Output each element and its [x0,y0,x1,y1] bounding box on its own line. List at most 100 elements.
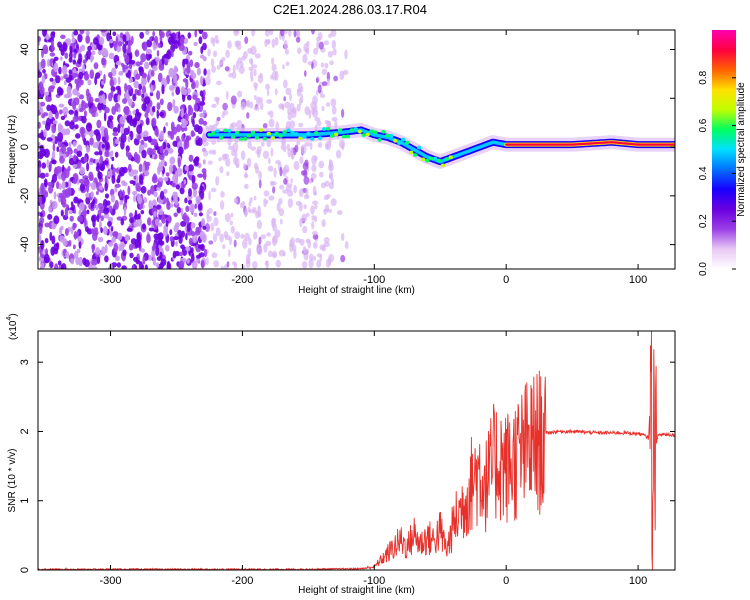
ridge-blob [448,155,453,159]
noise-blob [250,146,257,151]
noise-blob [186,136,192,141]
noise-blob [76,78,82,88]
noise-blob [287,189,294,197]
noise-blob [287,198,294,208]
snr-line [38,331,675,570]
ridge-blob [385,133,390,138]
noise-blob [98,149,103,156]
ridge-blob [254,136,260,140]
noise-blob [312,200,319,205]
noise-blob [207,48,211,57]
noise-blob [146,39,153,48]
noise-blob [158,63,165,71]
noise-blob [89,69,95,79]
noise-blob [79,46,82,53]
noise-blob [157,42,161,49]
noise-blob [190,222,196,229]
noise-blob [99,165,105,171]
noise-blob [262,123,268,129]
noise-blob [296,140,301,146]
ridge-blob [428,156,434,161]
noise-blob [65,77,72,83]
noise-blob [190,247,194,254]
noise-blob [292,107,297,114]
noise-blob [109,122,114,130]
noise-blob [328,33,332,38]
noise-blob [79,126,86,135]
noise-blob [341,108,345,118]
noise-blob [68,141,72,148]
noise-blob [84,110,87,118]
noise-blob [45,122,51,131]
x-tick-label: -200 [231,274,253,286]
noise-blob [74,78,78,85]
noise-blob [97,102,103,111]
noise-blob [48,206,53,213]
noise-blob [123,127,130,136]
noise-blob [233,30,239,34]
noise-blob [109,79,115,88]
noise-blob [153,211,158,218]
colorbar-tick-label: 0.0 [698,262,709,276]
noise-blob [168,36,175,46]
noise-blob [167,101,173,112]
noise-blob [59,235,65,243]
noise-blob [68,240,72,247]
noise-blob [58,183,63,190]
noise-blob [90,191,94,198]
noise-blob [150,85,154,94]
noise-blob [52,120,58,125]
noise-blob [223,264,228,269]
snr-y-ticks: 0 1 2 3 [19,359,675,573]
ridge-blob [349,128,355,132]
noise-blob [238,66,245,75]
noise-blob [93,62,99,70]
ridge-blob [333,132,339,137]
noise-blob [263,190,270,197]
noise-blob [231,71,237,79]
ridge-blob [282,130,287,134]
noise-blob [79,183,85,192]
y-tick-label: 20 [19,92,31,104]
noise-blob [200,54,205,59]
noise-blob [106,32,111,42]
noise-blob [179,187,185,195]
noise-blob [77,33,83,43]
noise-blob [237,90,243,98]
noise-blob [236,119,243,130]
noise-blob [91,258,98,266]
noise-blob [303,176,310,185]
noise-blob [163,188,168,194]
noise-blob [48,184,54,194]
noise-blob [86,162,90,172]
noise-blob [61,171,67,182]
ridge-blob [353,127,358,131]
noise-blob [244,208,248,218]
noise-blob [320,62,325,68]
ridge-blob [246,133,252,138]
noise-blob [226,261,230,268]
noise-blob [191,174,196,185]
noise-blob [305,212,310,217]
noise-blob [158,222,163,227]
noise-blob [141,149,147,159]
ridge-blob [294,132,299,136]
noise-blob [94,97,100,103]
noise-blob [310,172,317,180]
noise-blob [89,137,94,146]
noise-blob [41,162,47,169]
noise-blob [43,178,48,188]
noise-blob [153,233,160,240]
x-tick-label: 100 [629,575,647,587]
noise-blob [152,30,156,37]
noise-blob [158,240,165,246]
noise-blob [198,252,205,258]
noise-blob [145,117,150,126]
noise-blob [155,262,160,268]
noise-blob [166,216,172,222]
noise-blob [175,222,180,228]
noise-blob [85,122,93,132]
noise-blob [156,109,160,119]
noise-blob [155,127,159,138]
noise-blob [247,140,252,149]
